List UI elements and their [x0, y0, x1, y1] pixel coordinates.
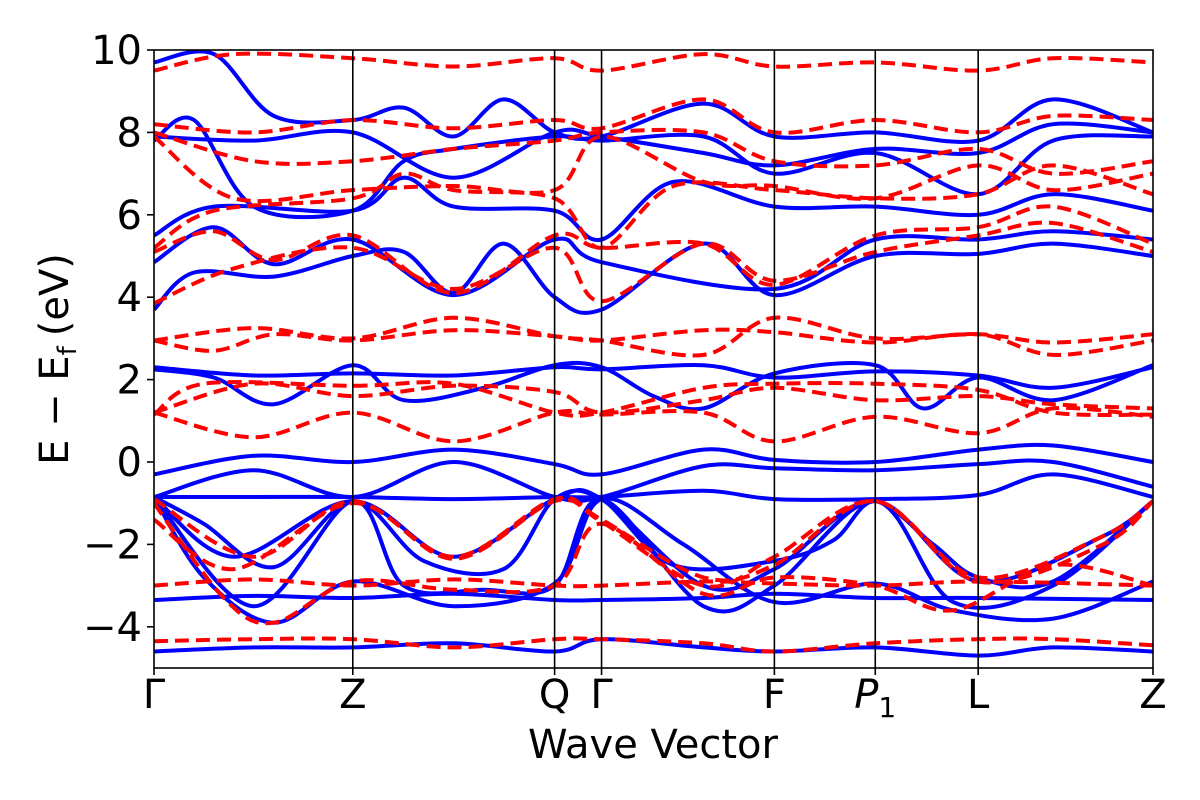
y-axis-ticks: −4 −2 0 2 4 6 8 10	[83, 28, 154, 651]
red-dashed-band-4	[154, 636, 1153, 654]
red-dashed-band-15	[154, 97, 1153, 135]
x-tick-label-1: Γ	[143, 672, 166, 718]
y-tick-label-8: 10	[91, 28, 142, 74]
blue-solid-band-4	[154, 495, 1153, 614]
red-dashed-band-10	[154, 327, 1153, 357]
blue-solid-band-2	[154, 488, 1153, 590]
high-symmetry-lines	[352, 50, 979, 668]
red-dashed-band-7	[154, 380, 1153, 418]
red-dashed-band-1	[154, 577, 1153, 589]
x-tick-label-4: Γ	[590, 672, 613, 718]
blue-solid-band-8	[154, 458, 1153, 504]
red-dashed-band-17	[154, 51, 1153, 73]
red-dashed-band-6	[154, 405, 1153, 444]
x-tick-label-6: P1	[854, 672, 896, 724]
blue-solid-band-9	[154, 472, 1153, 502]
y-tick-label-1: −4	[83, 605, 142, 651]
x-axis-label: Wave Vector	[528, 722, 779, 768]
y-tick-label-6: 6	[117, 193, 142, 239]
blue-solid-band-13	[154, 225, 1153, 298]
y-tick-label-2: −2	[83, 522, 142, 568]
red-dashed-band-11	[154, 220, 1153, 306]
red-dashed-band-8	[154, 381, 1153, 415]
blue-solid-band-1	[154, 591, 1153, 603]
x-tick-label-3: Q	[539, 672, 570, 718]
x-tick-label-2: Z	[339, 672, 366, 718]
y-tick-label-7: 8	[117, 110, 142, 156]
y-axis-label: E − Ef (eV)	[32, 253, 83, 465]
x-axis-ticks: Γ Z Q Γ F P1 L Z	[143, 668, 1167, 724]
x-tick-label-7: L	[967, 672, 990, 718]
y-axis-label-main: E − E	[32, 355, 78, 465]
red-dashed-band-2	[154, 495, 1153, 585]
blue-solid-band-10	[154, 360, 1153, 412]
blue-solid-band-7	[154, 442, 1153, 477]
red-dashed-band-5	[154, 502, 1153, 626]
blue-solid-band-14	[154, 175, 1153, 242]
blue-solid-band-12	[154, 241, 1153, 315]
y-axis-label-unit: (eV)	[32, 253, 78, 336]
blue-solid-band-6	[154, 637, 1153, 658]
x-tick-label-8: Z	[1139, 672, 1166, 718]
blue-solid-band-11	[154, 362, 1153, 390]
plot-frame	[153, 49, 1154, 669]
red-dashed-band-16	[154, 127, 1153, 176]
y-tick-label-5: 4	[117, 275, 142, 321]
red-dashed-band-14	[154, 134, 1153, 204]
y-tick-label-4: 2	[117, 358, 142, 404]
x-tick-label-5: F	[763, 672, 786, 718]
band-lines	[154, 50, 1153, 658]
y-axis-label-subscript: f	[53, 345, 83, 355]
y-tick-label-3: 0	[117, 440, 142, 486]
